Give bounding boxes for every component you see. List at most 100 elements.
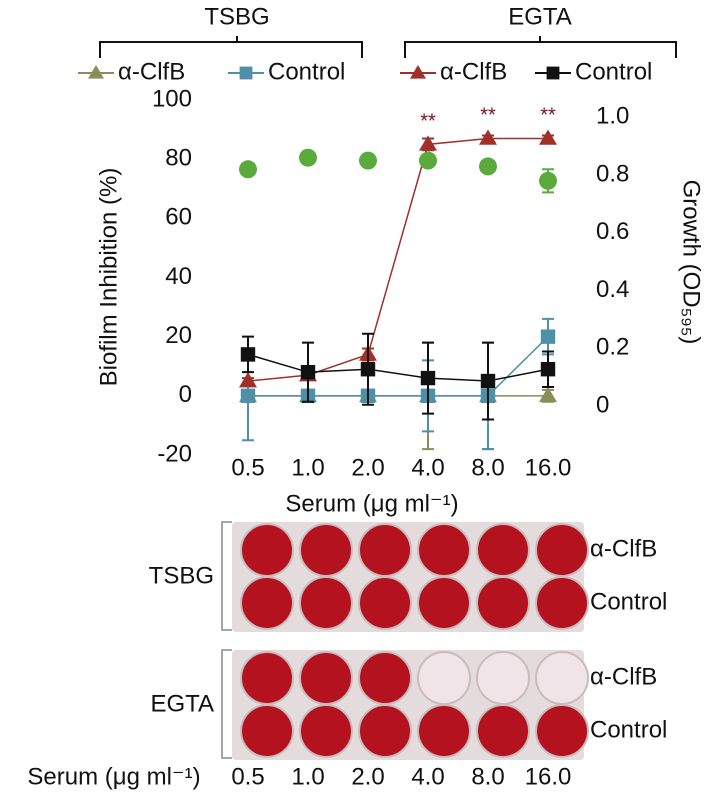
- bracket: [404, 36, 677, 58]
- plates: TSBG α-ClfB Control EGTA α-ClfB Control: [149, 521, 667, 760]
- plate-row-label: α-ClfB: [590, 535, 657, 562]
- y2-tick-label: 0.2: [596, 334, 629, 361]
- y-axis-title: Biofilm Inhibition (%): [95, 168, 122, 387]
- marker: [539, 386, 557, 403]
- marker: [479, 129, 497, 145]
- marker: [539, 129, 557, 145]
- legend-label: α-ClfB: [440, 58, 507, 85]
- plate-x-label: 8.0: [471, 763, 504, 790]
- plate-label: TSBG: [149, 562, 214, 589]
- marker: [300, 364, 316, 380]
- x-tick-label: 8.0: [471, 454, 504, 481]
- marker: [540, 329, 556, 344]
- series-line: [248, 336, 549, 397]
- annotation: **: [480, 105, 496, 127]
- well: [476, 576, 530, 630]
- marker: [546, 66, 560, 80]
- marker: [540, 362, 556, 377]
- marker: [419, 135, 437, 151]
- well: [535, 651, 589, 705]
- x-tick-label: 4.0: [411, 454, 444, 481]
- series-line: [247, 353, 549, 382]
- x-tick-label: 1.0: [291, 454, 324, 481]
- well: [476, 523, 530, 577]
- plate-x-label: 16.0: [525, 763, 572, 790]
- marker: [239, 66, 253, 80]
- x-tick-label: 0.5: [231, 454, 264, 481]
- well: [299, 523, 353, 577]
- well: [476, 651, 530, 705]
- well: [299, 576, 353, 630]
- plate-bracket: [221, 649, 232, 759]
- y2-tick-label: 1.0: [596, 103, 629, 130]
- y2-tick-label: 0.6: [596, 218, 629, 245]
- well: [535, 704, 589, 758]
- bracket: [99, 36, 363, 58]
- marker: [360, 362, 376, 377]
- marker: [420, 370, 436, 386]
- marker: [240, 388, 256, 404]
- y2-axis-title: Growth (OD₅₉₅): [678, 180, 705, 345]
- well: [358, 704, 412, 758]
- y2-tick-label: 0.8: [596, 160, 629, 187]
- well: [358, 651, 412, 705]
- group-label: EGTA: [508, 3, 572, 30]
- marker: [299, 148, 317, 167]
- plate-x-label: 4.0: [411, 763, 444, 790]
- marker: [419, 151, 437, 170]
- plate-x-label: 1.0: [291, 763, 324, 790]
- marker: [479, 157, 497, 176]
- marker: [359, 151, 377, 170]
- group-label: TSBG: [204, 3, 269, 30]
- marker: [539, 171, 557, 190]
- y-tick-label: 100: [152, 85, 192, 112]
- y-tick-label: 0: [179, 381, 192, 408]
- plate-axis-title: Serum (μg ml⁻¹): [27, 763, 200, 790]
- well: [358, 523, 412, 577]
- well: [476, 704, 530, 758]
- marker: [410, 65, 426, 79]
- well: [535, 576, 589, 630]
- well: [417, 704, 471, 758]
- well: [417, 523, 471, 577]
- well: [299, 651, 353, 705]
- y-tick-label: 40: [165, 263, 192, 290]
- y-tick-label: -20: [157, 440, 192, 467]
- legend-label: Control: [575, 58, 652, 85]
- well: [358, 576, 412, 630]
- marker: [239, 372, 257, 388]
- well: [417, 576, 471, 630]
- marker: [239, 160, 257, 179]
- legend-label: α-ClfB: [118, 58, 185, 85]
- legend-label: Control: [268, 58, 345, 85]
- marker: [88, 65, 104, 79]
- plate-row-label: α-ClfB: [590, 663, 657, 690]
- y-tick-label: 60: [165, 204, 192, 231]
- plate-row-label: Control: [590, 588, 667, 615]
- plate-row-label: Control: [590, 716, 667, 743]
- plate-x-label: 2.0: [351, 763, 384, 790]
- well: [417, 651, 471, 705]
- y2-tick-label: 0.4: [596, 276, 629, 303]
- well: [535, 523, 589, 577]
- plate-bracket: [221, 521, 232, 631]
- well: [240, 523, 294, 577]
- marker: [240, 347, 256, 362]
- well: [240, 704, 294, 758]
- annotation: **: [420, 111, 436, 133]
- x-tick-label: 2.0: [351, 454, 384, 481]
- marker: [480, 373, 496, 389]
- well: [299, 704, 353, 758]
- y-tick-label: 80: [165, 145, 192, 172]
- x-tick-label: 16.0: [525, 454, 572, 481]
- well: [240, 651, 294, 705]
- annotation: **: [540, 105, 556, 127]
- x-axis-title: Serum (μg ml⁻¹): [285, 490, 458, 517]
- plate-label: EGTA: [150, 690, 214, 717]
- series-line: [247, 137, 548, 382]
- plate-x-label: 0.5: [231, 763, 264, 790]
- y2-tick-label: 0: [596, 391, 609, 418]
- well: [240, 576, 294, 630]
- y-tick-label: 20: [165, 322, 192, 349]
